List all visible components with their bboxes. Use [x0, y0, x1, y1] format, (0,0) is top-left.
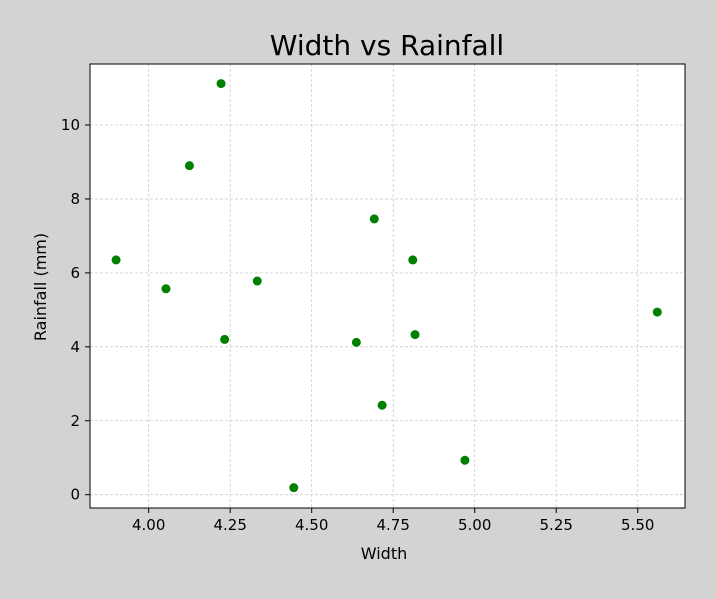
- x-tick-label: 4.75: [377, 516, 410, 534]
- data-point: [652, 307, 662, 317]
- x-tick-label: 5.00: [458, 516, 491, 534]
- chart-title: Width vs Rainfall: [270, 29, 504, 62]
- y-tick-label: 0: [70, 486, 80, 504]
- x-tick-label: 4.00: [132, 516, 165, 534]
- data-point: [369, 214, 379, 224]
- y-tick-label: 4: [70, 338, 80, 356]
- data-point: [220, 334, 230, 344]
- data-point: [377, 400, 387, 410]
- data-point: [351, 337, 361, 347]
- y-axis-label: Rainfall (mm): [31, 233, 50, 341]
- x-tick-label: 4.50: [295, 516, 328, 534]
- plot-frame: [89, 63, 686, 509]
- data-point: [410, 330, 420, 340]
- data-point: [216, 79, 226, 89]
- y-tick-label: 6: [70, 264, 80, 282]
- x-tick-label: 5.25: [540, 516, 573, 534]
- y-tick-label: 2: [70, 412, 80, 430]
- x-axis-label: Width: [361, 544, 407, 563]
- data-point: [460, 455, 470, 465]
- x-tick-label: 5.50: [621, 516, 654, 534]
- data-point: [111, 255, 121, 265]
- grid: [90, 64, 685, 508]
- x-tick-label: 4.25: [213, 516, 246, 534]
- data-point: [184, 161, 194, 171]
- y-tick-label: 10: [61, 116, 80, 134]
- ticks: 4.00 4.25 4.50 4.75 5.00 5.25 5.50 0 2 4 6 8 10: [61, 116, 655, 534]
- plot-area: [90, 64, 685, 508]
- data-point: [289, 483, 299, 493]
- data-point: [408, 255, 418, 265]
- y-tick-label: 8: [70, 190, 80, 208]
- data-points: [111, 79, 662, 493]
- data-point: [252, 276, 262, 286]
- data-point: [161, 284, 171, 294]
